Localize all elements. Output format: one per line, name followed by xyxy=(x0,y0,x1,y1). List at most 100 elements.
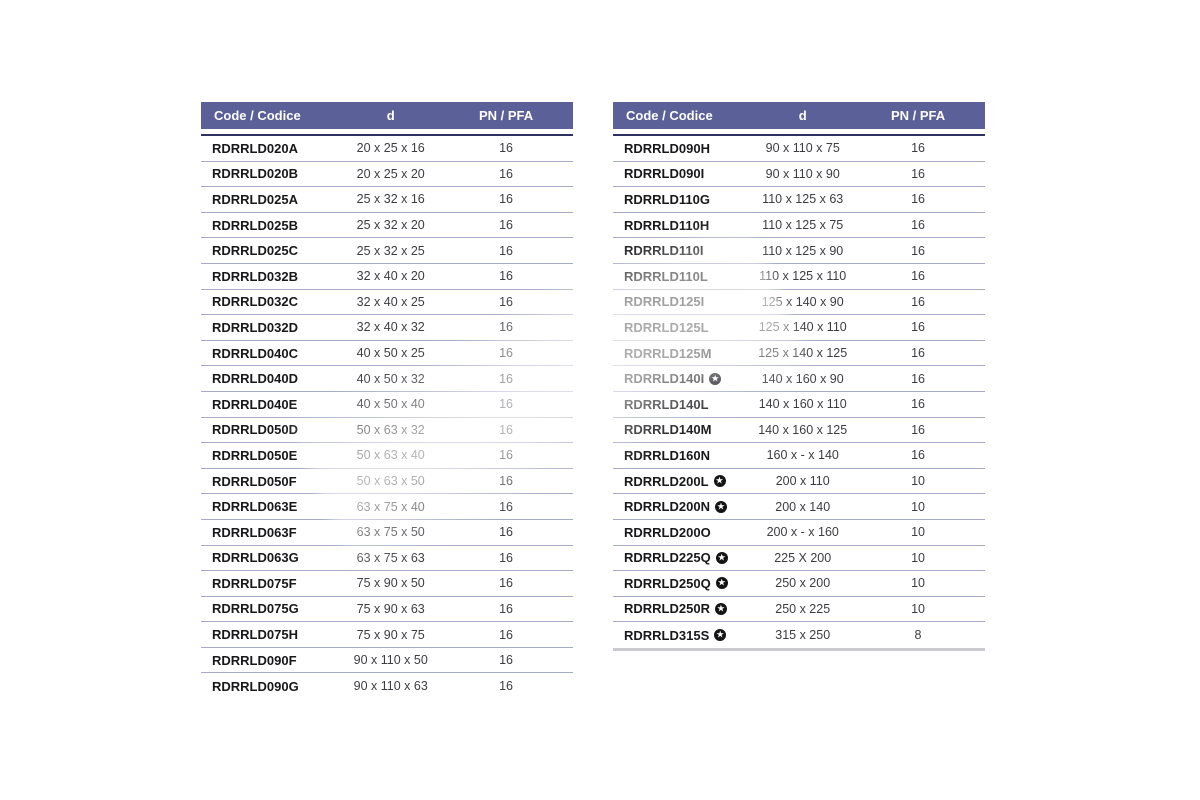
product-code: RDRRLD125L xyxy=(624,319,709,335)
table-row: RDRRLD050E 50 x 63 x 40 16 xyxy=(201,443,573,469)
pn-pfa-value: 16 xyxy=(911,269,925,284)
column-header-pn: PN / PFA xyxy=(890,108,946,123)
product-code: RDRRLD075H xyxy=(212,627,298,643)
star-icon: ★ xyxy=(709,372,722,385)
product-code: RDRRLD075F xyxy=(212,575,297,591)
pn-pfa-value: 16 xyxy=(499,166,513,181)
dimension-value: 20 x 25 x 16 xyxy=(356,141,425,156)
column-header-pn: PN / PFA xyxy=(478,108,534,123)
product-code: RDRRLD090H xyxy=(624,140,710,156)
product-code: RDRRLD040D xyxy=(212,371,298,387)
pn-pfa-value: 10 xyxy=(911,601,925,616)
pn-pfa-value: 16 xyxy=(911,320,925,335)
product-code: RDRRLD110I xyxy=(624,243,704,259)
dimension-value: 40 x 50 x 25 xyxy=(356,346,425,361)
dimension-value: 25 x 32 x 25 xyxy=(356,243,425,258)
pn-pfa-value: 16 xyxy=(499,679,513,694)
product-table-right: Code / Codice d PN / PFA RDRRLD090H 90 x … xyxy=(613,102,985,651)
pn-pfa-value: 16 xyxy=(911,243,925,258)
pn-pfa-value: 16 xyxy=(911,294,925,309)
table-row: RDRRLD063F 63 x 75 x 50 16 xyxy=(201,520,573,546)
dimension-value: 250 x 225 xyxy=(775,601,831,616)
product-code: RDRRLD040E xyxy=(212,396,298,412)
column-header-d: d xyxy=(386,108,395,123)
table-row: RDRRLD040D 40 x 50 x 32 16 xyxy=(201,366,573,392)
product-code: RDRRLD040C xyxy=(212,345,298,361)
dimension-value: 125 x 140 x 90 xyxy=(761,294,844,309)
table-row: RDRRLD075H 75 x 90 x 75 16 xyxy=(201,622,573,648)
pn-pfa-value: 16 xyxy=(499,550,513,565)
dimension-value: 125 x 140 x 125 xyxy=(758,346,848,361)
pn-pfa-value: 16 xyxy=(499,192,513,207)
pn-pfa-value: 16 xyxy=(499,448,513,463)
table-row: RDRRLD225Q ★ 225 X 200 10 xyxy=(613,546,985,572)
dimension-value: 225 X 200 xyxy=(774,550,832,565)
product-code: RDRRLD032B xyxy=(212,268,298,284)
dimension-value: 50 x 63 x 50 xyxy=(356,474,425,489)
dimension-value: 250 x 200 xyxy=(775,576,831,591)
dimension-value: 140 x 160 x 90 xyxy=(761,371,844,386)
pn-pfa-value: 16 xyxy=(911,422,925,437)
product-code: RDRRLD025C xyxy=(212,243,298,259)
table-row: RDRRLD050D 50 x 63 x 32 16 xyxy=(201,418,573,444)
table-row: RDRRLD032D 32 x 40 x 32 16 xyxy=(201,315,573,341)
pn-pfa-value: 16 xyxy=(499,653,513,668)
dimension-value: 90 x 110 x 90 xyxy=(765,166,840,181)
table-body: RDRRLD020A 20 x 25 x 16 16 RDRRLD020B 20 x 2… xyxy=(201,134,573,699)
dimension-value: 110 x 125 x 75 xyxy=(762,218,844,233)
table-row: RDRRLD063G 63 x 75 x 63 16 xyxy=(201,546,573,572)
dimension-value: 63 x 75 x 63 xyxy=(356,550,425,565)
table-row: RDRRLD063E 63 x 75 x 40 16 xyxy=(201,494,573,520)
product-code: RDRRLD032C xyxy=(212,294,298,310)
dimension-value: 200 x 110 xyxy=(775,474,830,489)
star-icon: ★ xyxy=(715,551,728,564)
dimension-value: 63 x 75 x 50 xyxy=(356,525,425,540)
product-code: RDRRLD200N ★ xyxy=(613,499,754,514)
product-code: RDRRLD050E xyxy=(212,447,298,463)
product-code: RDRRLD250Q ★ xyxy=(613,576,754,591)
table-row: RDRRLD315S ★ 315 x 250 8 xyxy=(613,622,985,648)
pn-pfa-value: 10 xyxy=(911,499,925,514)
dimension-value: 40 x 50 x 40 xyxy=(356,397,425,412)
table-row: RDRRLD020A 20 x 25 x 16 16 xyxy=(201,136,573,162)
table-row: RDRRLD200L ★ 200 x 110 10 xyxy=(613,469,985,495)
table-row: RDRRLD110L 110 x 125 x 110 16 xyxy=(613,264,985,290)
product-code: RDRRLD160N xyxy=(624,447,710,463)
table-row: RDRRLD075F 75 x 90 x 50 16 xyxy=(201,571,573,597)
star-icon: ★ xyxy=(714,629,727,642)
table-header: Code / Codice d PN / PFA xyxy=(613,102,985,129)
dimension-value: 315 x 250 xyxy=(775,628,831,643)
product-code: RDRRLD075G xyxy=(212,601,299,617)
column-header-code: Code / Codice xyxy=(214,108,301,123)
star-icon: ★ xyxy=(714,500,727,513)
pn-pfa-value: 16 xyxy=(499,371,513,386)
table-row: RDRRLD025A 25 x 32 x 16 16 xyxy=(201,187,573,213)
table-row: RDRRLD075G 75 x 90 x 63 16 xyxy=(201,597,573,623)
pn-pfa-value: 16 xyxy=(499,346,513,361)
table-row: RDRRLD110I 110 x 125 x 90 16 xyxy=(613,238,985,264)
dimension-value: 75 x 90 x 50 xyxy=(356,576,425,591)
table-row: RDRRLD250Q ★ 250 x 200 10 xyxy=(613,571,985,597)
dimension-value: 32 x 40 x 32 xyxy=(356,320,425,335)
pn-pfa-value: 10 xyxy=(911,525,925,540)
product-code: RDRRLD125M xyxy=(624,345,712,361)
table-row: RDRRLD125L 125 x 140 x 110 16 xyxy=(613,315,985,341)
table-row: RDRRLD160N 160 x - x 140 16 xyxy=(613,443,985,469)
table-row: RDRRLD140M 140 x 160 x 125 16 xyxy=(613,418,985,444)
table-row: RDRRLD140I ★ 140 x 160 x 90 16 xyxy=(613,366,985,392)
pn-pfa-value: 16 xyxy=(499,320,513,335)
table-row: RDRRLD032B 32 x 40 x 20 16 xyxy=(201,264,573,290)
pn-pfa-value: 16 xyxy=(911,397,925,412)
dimension-value: 75 x 90 x 63 xyxy=(356,601,425,616)
product-code: RDRRLD090F xyxy=(212,652,297,668)
table-header: Code / Codice d PN / PFA xyxy=(201,102,573,129)
pn-pfa-value: 16 xyxy=(911,192,925,207)
pn-pfa-value: 16 xyxy=(499,627,513,642)
pn-pfa-value: 16 xyxy=(499,269,513,284)
table-row: RDRRLD040E 40 x 50 x 40 16 xyxy=(201,392,573,418)
product-code: RDRRLD063G xyxy=(212,550,299,566)
product-code: RDRRLD050D xyxy=(212,422,298,438)
table-row: RDRRLD025C 25 x 32 x 25 16 xyxy=(201,238,573,264)
pn-pfa-value: 16 xyxy=(911,166,925,181)
dimension-value: 110 x 125 x 90 xyxy=(762,243,844,258)
